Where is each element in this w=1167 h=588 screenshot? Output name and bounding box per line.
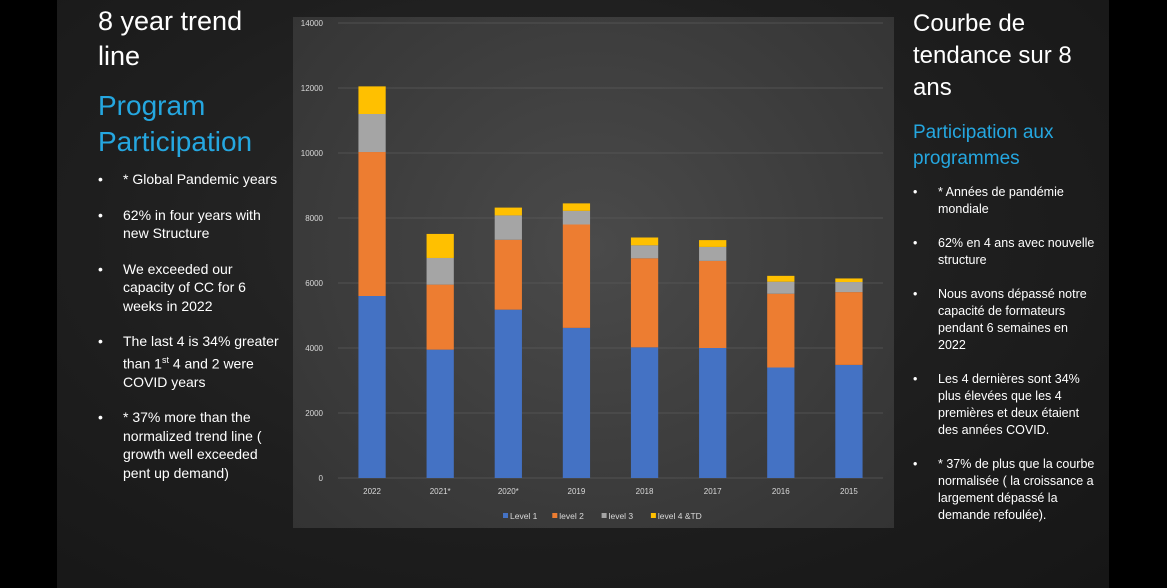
french-bullet: * 37% de plus que la courbe normalisée (… bbox=[913, 456, 1098, 524]
bar-segment bbox=[767, 275, 795, 282]
bar-segment bbox=[835, 292, 863, 365]
legend-label: Level 1 bbox=[510, 511, 538, 521]
bar-segment bbox=[835, 282, 863, 293]
x-tick-label: 2020* bbox=[498, 487, 519, 496]
legend-label: level 3 bbox=[609, 511, 634, 521]
y-tick-label: 4000 bbox=[305, 344, 323, 353]
stacked-bar-chart: 0 2000 4000 6000 8000 10000 12000 14000 2022 2021… bbox=[293, 17, 894, 528]
y-tick-label: 2000 bbox=[305, 409, 323, 418]
bar-segment bbox=[562, 327, 591, 478]
bar-segment bbox=[699, 348, 727, 478]
bar-segment bbox=[358, 114, 386, 153]
bar-segment bbox=[699, 260, 727, 348]
legend-swatch bbox=[601, 513, 607, 518]
x-tick-label: 2018 bbox=[636, 487, 654, 496]
bar-segment bbox=[358, 296, 386, 478]
bar-segment bbox=[494, 239, 522, 310]
x-tick-label: 2019 bbox=[568, 487, 586, 496]
legend-swatch bbox=[552, 513, 558, 518]
bar-segment bbox=[767, 293, 795, 368]
bar-segment bbox=[630, 237, 659, 246]
legend-label: level 4 &TD bbox=[658, 511, 702, 521]
english-subtitle: Program Participation bbox=[98, 90, 253, 157]
french-bullet: Les 4 dernières sont 34% plus élevées qu… bbox=[913, 371, 1098, 439]
bar-segment bbox=[767, 367, 795, 478]
legend-label: level 2 bbox=[559, 511, 584, 521]
english-title: 8 year trend line bbox=[98, 6, 243, 71]
legend-swatch bbox=[503, 513, 508, 518]
y-tick-label: 12000 bbox=[301, 84, 324, 93]
x-tick-label: 2017 bbox=[704, 487, 722, 496]
chart-canvas: 0 2000 4000 6000 8000 10000 12000 14000 2022 2021… bbox=[301, 19, 883, 521]
bar-segment bbox=[699, 246, 727, 261]
x-tick-label: 2015 bbox=[840, 487, 858, 496]
bar-segment bbox=[630, 258, 659, 348]
y-tick-label: 6000 bbox=[305, 279, 323, 288]
english-bullet: 62% in four years with new Structure bbox=[98, 206, 283, 243]
x-tick-label: 2016 bbox=[772, 487, 790, 496]
french-bullet-list: * Années de pandémie mondiale 62% en 4 a… bbox=[913, 184, 1098, 524]
bar-segment bbox=[426, 284, 454, 350]
bar-segment bbox=[494, 207, 522, 216]
french-bullet: Nous avons dépassé notre capacité de for… bbox=[913, 286, 1098, 354]
bar-segment bbox=[358, 152, 386, 296]
y-tick-label: 14000 bbox=[301, 19, 324, 28]
french-title: Courbe de tendance sur 8 ans bbox=[913, 10, 1072, 101]
y-tick-label: 0 bbox=[319, 474, 324, 483]
french-subtitle: Participation aux programmes bbox=[913, 122, 1054, 169]
english-bullet: * Global Pandemic years bbox=[98, 170, 283, 189]
bar-segment bbox=[562, 210, 591, 225]
english-bullet: We exceeded our capacity of CC for 6 wee… bbox=[98, 260, 283, 316]
bar-segment bbox=[562, 203, 591, 211]
y-tick-label: 10000 bbox=[301, 149, 324, 158]
bar-segment bbox=[699, 240, 727, 247]
english-bullet-list: * Global Pandemic years 62% in four year… bbox=[98, 170, 283, 482]
bar-segment bbox=[494, 215, 522, 240]
x-tick-label: 2021* bbox=[430, 487, 451, 496]
bar-segment bbox=[630, 245, 659, 259]
y-tick-label: 8000 bbox=[305, 214, 323, 223]
bar-segment bbox=[426, 257, 454, 285]
x-tick-label: 2022 bbox=[363, 487, 381, 496]
bar-segment bbox=[835, 364, 863, 478]
bar-segment bbox=[426, 233, 454, 258]
bar-segment bbox=[494, 309, 522, 478]
bar-segment bbox=[630, 347, 659, 478]
french-bullet: * Années de pandémie mondiale bbox=[913, 184, 1098, 218]
bar-segment bbox=[426, 349, 454, 478]
bar-segment bbox=[358, 86, 386, 114]
bar-segment bbox=[835, 278, 863, 283]
french-bullet: 62% en 4 ans avec nouvelle structure bbox=[913, 235, 1098, 269]
english-bullet: * 37% more than the normalized trend lin… bbox=[98, 408, 283, 482]
left-text-panel: 8 year trend line Program Participation … bbox=[98, 4, 283, 499]
legend-swatch bbox=[650, 513, 656, 518]
english-bullet: The last 4 is 34% greater than 1st 4 and… bbox=[98, 332, 283, 391]
bar-segment bbox=[767, 281, 795, 294]
bar-segment bbox=[562, 224, 591, 328]
right-text-panel: Courbe de tendance sur 8 ans Participati… bbox=[913, 8, 1098, 541]
